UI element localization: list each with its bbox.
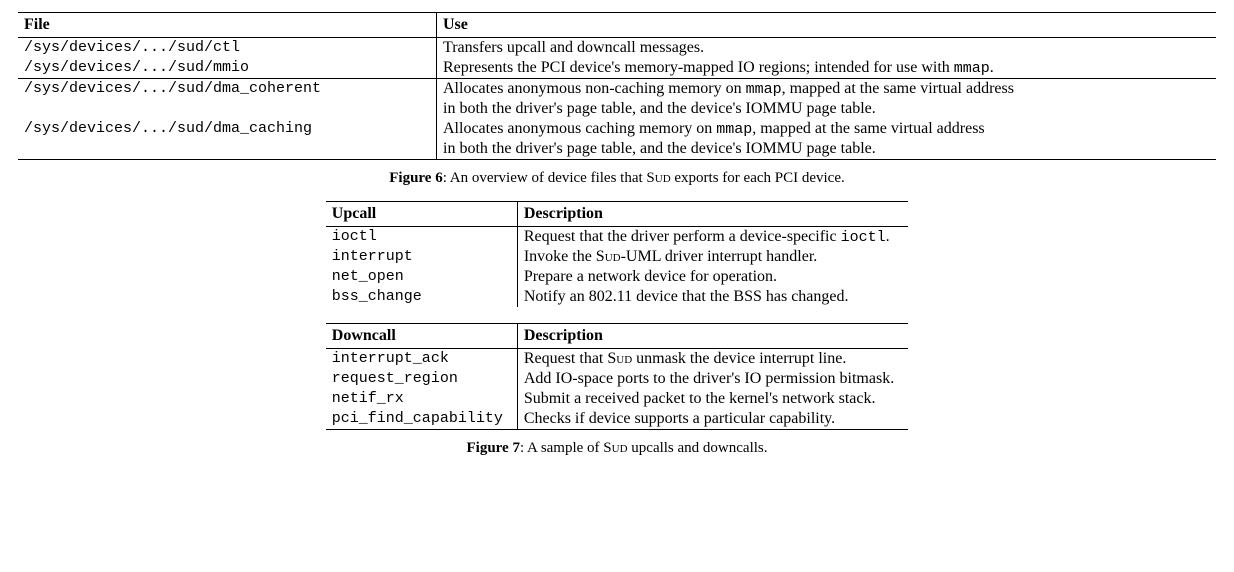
table-row: in both the driver's page table, and the… [18, 99, 1216, 119]
upcall-name: net_open [326, 267, 518, 287]
file-use: Allocates anonymous non-caching memory o… [437, 79, 1217, 100]
downcall-name: interrupt_ack [326, 349, 518, 370]
upcall-desc: Request that the driver perform a device… [517, 227, 908, 248]
file-path: /sys/devices/.../sud/dma_coherent [18, 79, 437, 100]
figure7-header-downcall: Downcall [326, 324, 518, 349]
figure6-header-file: File [18, 13, 437, 38]
figure7-header-description2: Description [517, 324, 908, 349]
table-row: /sys/devices/.../sud/ctl Transfers upcal… [18, 38, 1216, 59]
figure7-downcall-header-row: Downcall Description [326, 324, 908, 349]
table-row: netif_rx Submit a received packet to the… [326, 389, 908, 409]
downcall-desc: Submit a received packet to the kernel's… [517, 389, 908, 409]
table-row: pci_find_capability Checks if device sup… [326, 409, 908, 430]
file-path: /sys/devices/.../sud/ctl [18, 38, 437, 59]
upcall-name: interrupt [326, 247, 518, 267]
table-row: interrupt Invoke the Sud-UML driver inte… [326, 247, 908, 267]
file-path: /sys/devices/.../sud/mmio [18, 58, 437, 79]
figure7-header-upcall: Upcall [326, 202, 518, 227]
figure6-header-row: File Use [18, 13, 1216, 38]
upcall-desc: Prepare a network device for operation. [517, 267, 908, 287]
upcall-desc: Invoke the Sud-UML driver interrupt hand… [517, 247, 908, 267]
upcall-desc: Notify an 802.11 device that the BSS has… [517, 287, 908, 307]
figure6-caption-label: Figure 6 [389, 170, 442, 186]
file-use-line2: in both the driver's page table, and the… [437, 99, 1217, 119]
table-row: /sys/devices/.../sud/mmio Represents the… [18, 58, 1216, 79]
table-row: in both the driver's page table, and the… [18, 139, 1216, 160]
file-use: Transfers upcall and downcall messages. [437, 38, 1217, 59]
upcall-name: ioctl [326, 227, 518, 248]
downcall-name: netif_rx [326, 389, 518, 409]
table-row: /sys/devices/.../sud/dma_caching Allocat… [18, 119, 1216, 139]
file-path: /sys/devices/.../sud/dma_caching [18, 119, 437, 139]
downcall-desc: Request that Sud unmask the device inter… [517, 349, 908, 370]
upcall-name: bss_change [326, 287, 518, 307]
table-row: bss_change Notify an 802.11 device that … [326, 287, 908, 307]
downcall-desc: Add IO-space ports to the driver's IO pe… [517, 369, 908, 389]
file-use: Allocates anonymous caching memory on mm… [437, 119, 1217, 139]
downcall-name: pci_find_capability [326, 409, 518, 430]
figure7-caption-label: Figure 7 [467, 440, 520, 456]
table-row: request_region Add IO-space ports to the… [326, 369, 908, 389]
figure6-caption: Figure 6: An overview of device files th… [18, 170, 1216, 187]
file-use: Represents the PCI device's memory-mappe… [437, 58, 1217, 79]
spacer-row [326, 307, 908, 324]
figure6-header-use: Use [437, 13, 1217, 38]
table-row: interrupt_ack Request that Sud unmask th… [326, 349, 908, 370]
downcall-name: request_region [326, 369, 518, 389]
figure7-caption: Figure 7: A sample of Sud upcalls and do… [18, 440, 1216, 457]
table-row: net_open Prepare a network device for op… [326, 267, 908, 287]
table-row: /sys/devices/.../sud/dma_coherent Alloca… [18, 79, 1216, 100]
file-use-line2: in both the driver's page table, and the… [437, 139, 1217, 160]
downcall-desc: Checks if device supports a particular c… [517, 409, 908, 430]
figure7-upcall-header-row: Upcall Description [326, 202, 908, 227]
figure7-header-description: Description [517, 202, 908, 227]
table-row: ioctl Request that the driver perform a … [326, 227, 908, 248]
figure7-table: Upcall Description ioctl Request that th… [326, 201, 908, 430]
figure6-table: File Use /sys/devices/.../sud/ctl Transf… [18, 12, 1216, 160]
